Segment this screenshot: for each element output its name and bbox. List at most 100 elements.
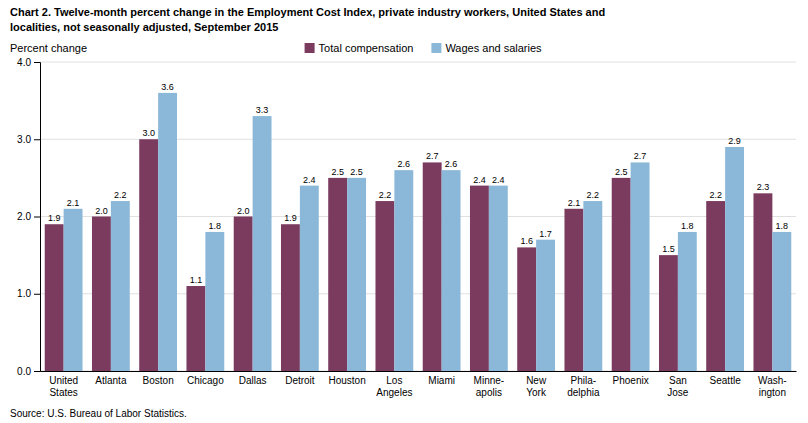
y-axis-line bbox=[34, 63, 41, 372]
y-tick-label: 2.0 bbox=[17, 211, 31, 222]
x-tick: UnitedStates bbox=[49, 375, 78, 398]
bar bbox=[375, 201, 394, 371]
data-label: 1.8 bbox=[681, 221, 694, 231]
data-label: 2.2 bbox=[379, 190, 392, 200]
bar bbox=[45, 224, 64, 371]
bar bbox=[281, 224, 300, 371]
x-tick-label: Minne-apolis bbox=[474, 375, 505, 398]
title-line: Chart 2. Twelve-month percent change in … bbox=[10, 6, 605, 18]
bars bbox=[45, 93, 792, 371]
x-tick: Phila-delphia bbox=[567, 375, 600, 398]
data-labels: 1.92.03.01.12.01.92.52.22.72.41.62.12.51… bbox=[48, 82, 788, 285]
x-tick-label: Miami bbox=[428, 375, 455, 386]
x-tick: Dallas bbox=[239, 375, 267, 386]
data-label: 2.7 bbox=[634, 151, 647, 161]
x-tick: Wash-ington bbox=[758, 375, 787, 398]
x-tick-label: Phoenix bbox=[613, 375, 649, 386]
data-label: 2.1 bbox=[568, 198, 581, 208]
y-tick-mark bbox=[34, 62, 40, 63]
data-label: 2.9 bbox=[728, 136, 741, 146]
x-tick-label-line: York bbox=[526, 387, 547, 398]
bar bbox=[328, 178, 347, 371]
y-tick-mark bbox=[34, 371, 40, 372]
bar bbox=[725, 147, 744, 371]
bar bbox=[564, 209, 583, 371]
x-tick-label: Phila-delphia bbox=[567, 375, 600, 398]
data-label: 2.5 bbox=[350, 167, 363, 177]
title: Chart 2. Twelve-month percent change in … bbox=[10, 6, 605, 33]
title-line: localities, not seasonally adjusted, Sep… bbox=[10, 21, 278, 33]
bar bbox=[631, 162, 650, 371]
x-tick-label-line: Jose bbox=[667, 387, 689, 398]
bar bbox=[517, 247, 536, 371]
x-tick-label-line: Wash- bbox=[758, 375, 787, 386]
grid-line bbox=[40, 62, 796, 63]
x-tick-label-line: apolis bbox=[476, 387, 502, 398]
x-tick-label: NewYork bbox=[526, 375, 547, 398]
x-tick-label-line: Phila- bbox=[571, 375, 597, 386]
x-tick-label-line: Detroit bbox=[285, 375, 315, 386]
x-tick: NewYork bbox=[526, 375, 547, 398]
data-label: 2.0 bbox=[95, 206, 108, 216]
x-tick-label: Boston bbox=[143, 375, 174, 386]
bar bbox=[678, 232, 697, 371]
legend-label: Total compensation bbox=[319, 42, 414, 54]
x-tick-label-line: Seattle bbox=[710, 375, 742, 386]
data-label: 2.4 bbox=[492, 175, 505, 185]
bar bbox=[253, 116, 272, 371]
bar bbox=[772, 232, 791, 371]
x-tick: Boston bbox=[143, 375, 174, 386]
x-tick-label-line: Dallas bbox=[239, 375, 267, 386]
x-tick-label-line: Chicago bbox=[187, 375, 224, 386]
bar bbox=[612, 178, 631, 371]
bar bbox=[64, 209, 83, 371]
x-tick-label: Seattle bbox=[710, 375, 742, 386]
y-axis-label: Percent change bbox=[10, 42, 87, 54]
bar bbox=[659, 255, 678, 371]
x-axis: UnitedStatesAtlantaBostonChicagoDallasDe… bbox=[41, 372, 797, 398]
bar bbox=[394, 170, 413, 371]
data-label: 1.5 bbox=[662, 244, 675, 254]
bar bbox=[158, 93, 177, 371]
y-tick-label: 1.0 bbox=[17, 288, 31, 299]
data-label: 3.0 bbox=[142, 128, 155, 138]
x-tick-label: Wash-ington bbox=[758, 375, 787, 398]
data-label: 2.6 bbox=[398, 159, 411, 169]
y-tick-label: 3.0 bbox=[17, 134, 31, 145]
y-tick: 4.0 bbox=[17, 57, 40, 68]
x-tick-label-line: Angeles bbox=[376, 387, 412, 398]
bar bbox=[111, 201, 130, 371]
y-tick-mark bbox=[34, 139, 40, 140]
legend-swatch bbox=[431, 43, 441, 53]
x-tick-label-line: United bbox=[49, 375, 78, 386]
data-label: 2.2 bbox=[709, 190, 722, 200]
x-tick-label-line: San bbox=[669, 375, 687, 386]
bar bbox=[139, 139, 158, 371]
x-tick-label-line: Boston bbox=[143, 375, 174, 386]
data-label: 2.5 bbox=[615, 167, 628, 177]
source: Source: U.S. Bureau of Labor Statistics. bbox=[10, 408, 187, 419]
data-label: 1.9 bbox=[48, 213, 61, 223]
x-axis-line bbox=[41, 371, 797, 372]
data-label: 3.6 bbox=[161, 82, 174, 92]
x-tick-label-line: Los bbox=[386, 375, 402, 386]
data-label: 2.7 bbox=[426, 151, 439, 161]
legend-swatch bbox=[305, 43, 315, 53]
y-axis: 0.01.02.03.04.0 bbox=[17, 57, 40, 377]
chart: Chart 2. Twelve-month percent change in … bbox=[0, 0, 808, 423]
x-tick: SanJose bbox=[667, 375, 689, 398]
x-tick-label: SanJose bbox=[667, 375, 689, 398]
x-tick: Seattle bbox=[710, 375, 742, 386]
x-tick-label-line: Phoenix bbox=[613, 375, 649, 386]
bar bbox=[300, 186, 319, 371]
x-tick: Miami bbox=[428, 375, 455, 386]
data-label: 2.2 bbox=[587, 190, 600, 200]
x-tick: Chicago bbox=[187, 375, 224, 386]
x-tick-label-line: ington bbox=[759, 387, 786, 398]
bar bbox=[92, 217, 111, 372]
x-tick: Houston bbox=[329, 375, 366, 386]
data-label: 1.7 bbox=[539, 229, 552, 239]
data-label: 2.3 bbox=[757, 182, 770, 192]
bar bbox=[583, 201, 602, 371]
data-label: 1.9 bbox=[284, 213, 297, 223]
